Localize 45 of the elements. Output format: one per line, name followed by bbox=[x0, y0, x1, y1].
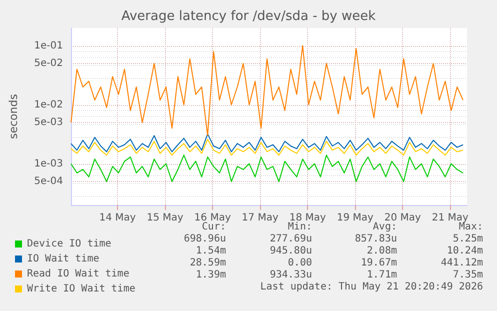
x-tick-label: 14 May bbox=[99, 212, 136, 224]
line-series bbox=[70, 45, 464, 136]
x-tick-label: 15 May bbox=[146, 212, 184, 224]
text: Max: bbox=[458, 222, 483, 232]
y-tick-label: 5e-04 bbox=[34, 176, 63, 188]
text: Min: bbox=[288, 222, 312, 232]
text: Last update: Thu May 21 20:20:49 2026 bbox=[260, 282, 483, 292]
line-series bbox=[70, 138, 464, 156]
y-axis-title: seconds bbox=[7, 94, 20, 139]
y-tick-label: 1e-03 bbox=[34, 158, 63, 170]
x-tick-label: 17 May bbox=[242, 212, 278, 224]
line-series bbox=[70, 133, 464, 152]
x-tick-label: 19 May bbox=[336, 212, 374, 224]
text: 5.25m bbox=[452, 234, 483, 244]
text: 1.71m bbox=[366, 270, 397, 280]
y-tick-label: 1e-01 bbox=[34, 40, 63, 52]
x-tick-label: 21 May bbox=[432, 212, 469, 224]
text: 945.80u bbox=[270, 246, 312, 256]
text: 857.83u bbox=[354, 234, 397, 244]
text: 10.24m bbox=[446, 246, 483, 256]
x-tick-label: 18 May bbox=[289, 212, 326, 224]
y-tick-label: 5e-03 bbox=[34, 117, 63, 128]
text: 7.35m bbox=[452, 270, 483, 280]
text: Avg: bbox=[372, 222, 397, 232]
text: 19.67m bbox=[360, 258, 397, 268]
x-tick-label: 16 May bbox=[194, 212, 231, 224]
legend-label: Device IO time bbox=[27, 238, 112, 250]
text: 698.96u bbox=[184, 234, 226, 244]
legend-label: IO Wait time bbox=[27, 254, 100, 264]
text: 1.39m bbox=[196, 270, 226, 280]
text: 441.12m bbox=[440, 258, 483, 268]
legend-label: Read IO Wait time bbox=[27, 268, 130, 280]
text: 28.59m bbox=[190, 258, 226, 268]
x-tick-label: 20 May bbox=[384, 212, 422, 224]
y-tick-label: 5e-02 bbox=[34, 58, 63, 70]
text: 0.00 bbox=[288, 258, 312, 268]
line-series bbox=[70, 154, 464, 182]
chart-title: Average latency for /dev/sda - by week bbox=[121, 9, 376, 24]
text: 1.54m bbox=[196, 246, 226, 256]
text: 277.69u bbox=[270, 234, 312, 244]
text: 2.08m bbox=[366, 246, 397, 256]
legend-label: Write IO Wait time bbox=[27, 284, 136, 294]
text: 934.33u bbox=[270, 270, 312, 280]
text: Cur: bbox=[202, 222, 226, 232]
y-tick-label: 1e-02 bbox=[34, 99, 63, 110]
